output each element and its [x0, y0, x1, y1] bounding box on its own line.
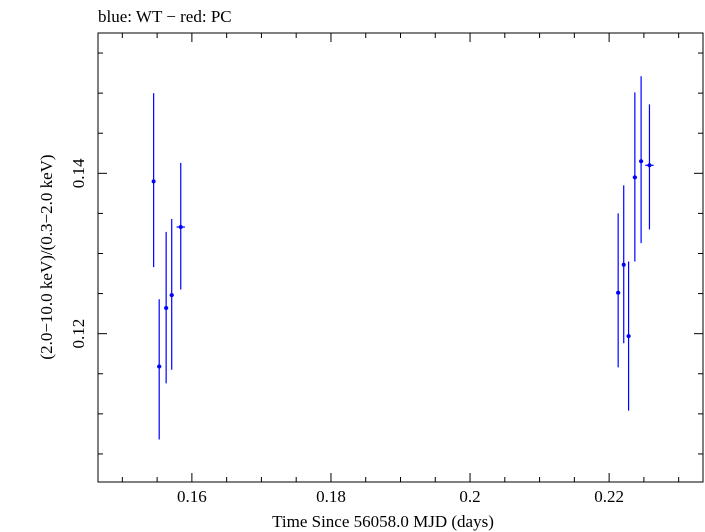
data-point	[176, 162, 185, 290]
x-tick-label: 0.2	[459, 487, 480, 506]
point-marker	[647, 163, 652, 168]
data-point	[639, 76, 644, 244]
point-marker	[157, 364, 162, 369]
data-point	[164, 231, 169, 384]
point-marker	[169, 293, 174, 298]
plot-frame	[97, 32, 704, 483]
point-marker	[178, 225, 183, 230]
data-point	[151, 93, 156, 268]
point-marker	[621, 262, 626, 267]
marks-layer	[151, 76, 654, 440]
data-point	[632, 92, 637, 262]
data-point	[626, 261, 631, 411]
data-point	[169, 219, 174, 370]
x-tick-label: 0.16	[177, 487, 207, 506]
point-marker	[151, 179, 156, 184]
axes-layer: 0.16 0.18 0.2 0.22 0.12 0.14	[69, 33, 703, 506]
x-tick-label: 0.18	[316, 487, 346, 506]
point-marker	[632, 175, 637, 180]
data-point	[157, 299, 162, 440]
y-tick-label: 0.14	[69, 158, 88, 188]
data-point	[621, 185, 626, 344]
x-axis-label: Time Since 56058.0 MJD (days)	[272, 512, 494, 531]
point-marker	[626, 334, 631, 339]
y-tick-label: 0.12	[69, 319, 88, 349]
data-point	[645, 104, 654, 230]
y-axis-label: (2.0−10.0 keV)/(0.3−2.0 keV)	[37, 154, 56, 359]
data-point	[616, 213, 621, 368]
x-tick-label: 0.22	[594, 487, 624, 506]
chart-title: blue: WT − red: PC	[98, 7, 232, 26]
point-marker	[164, 306, 169, 311]
point-marker	[616, 290, 621, 295]
point-marker	[639, 159, 644, 164]
